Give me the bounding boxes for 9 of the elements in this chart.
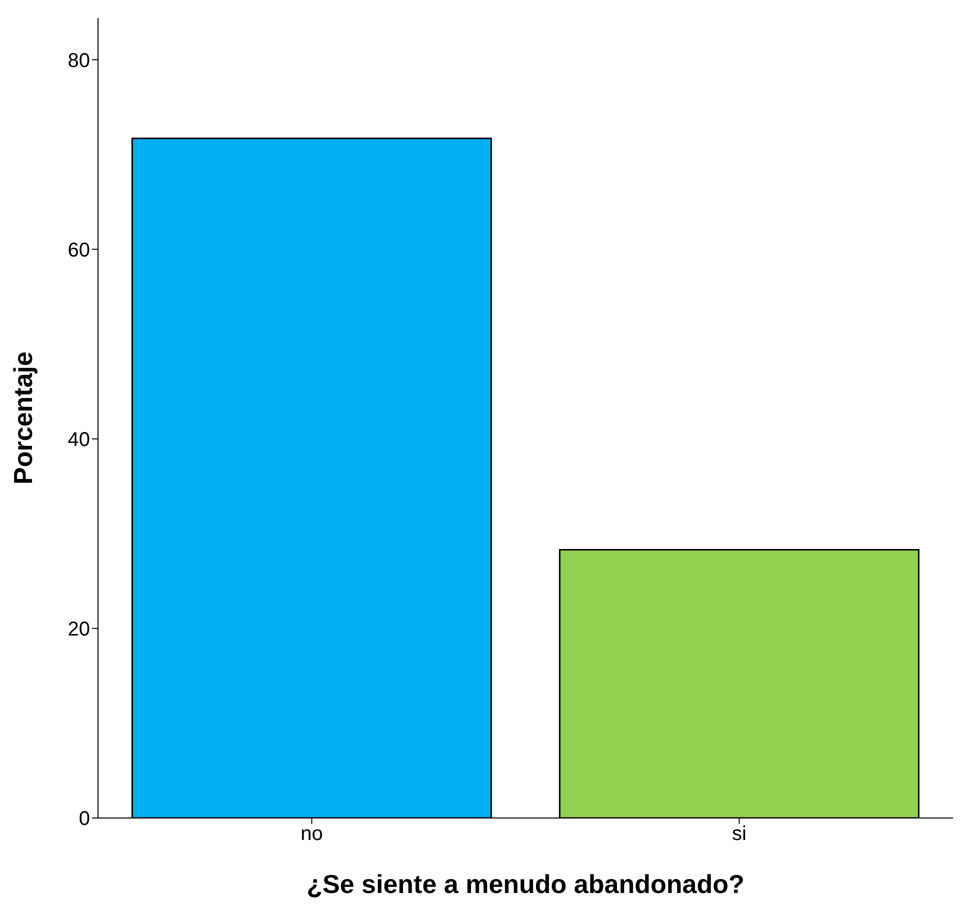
y-axis-title: Porcentaje: [8, 352, 38, 484]
y-tick-label: 80: [68, 50, 90, 72]
x-tick-label: si: [732, 823, 746, 846]
x-axis-title: ¿Se siente a menudo abandonado?: [306, 869, 744, 899]
y-tick-label: 20: [68, 618, 90, 641]
y-tick-label: 0: [78, 808, 90, 830]
x-tick-label: no: [300, 823, 323, 846]
y-tick-label: 40: [68, 428, 90, 451]
y-tick-label: 60: [68, 239, 90, 262]
